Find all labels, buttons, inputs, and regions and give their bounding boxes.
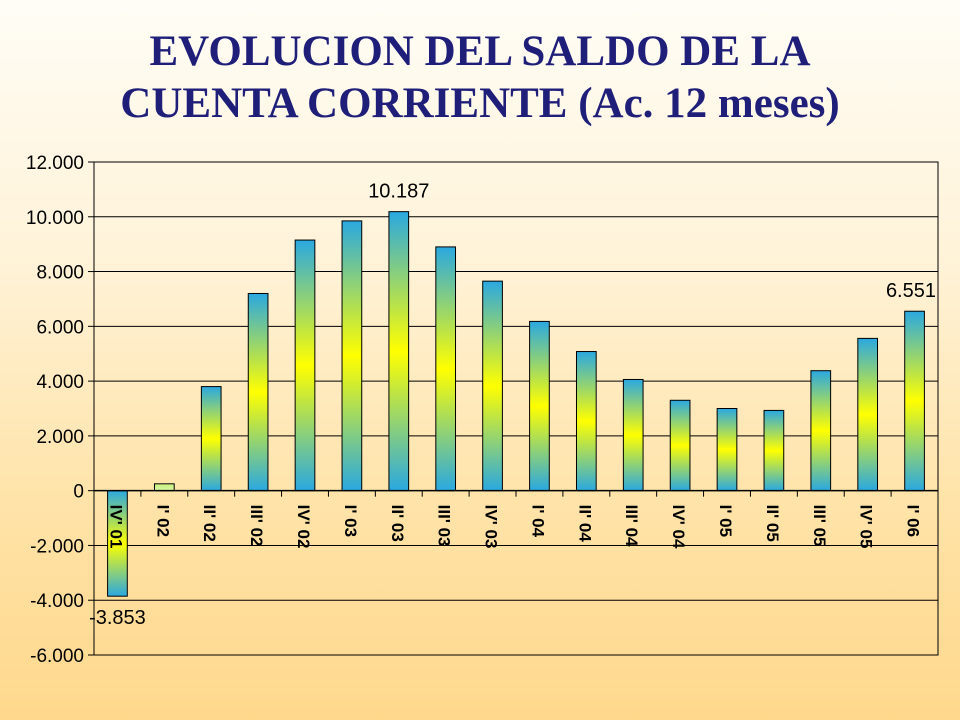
x-tick-label: II' 03 (388, 505, 407, 542)
x-tick-label: I' 02 (153, 505, 172, 537)
y-tick-label: -2.000 (30, 536, 84, 557)
bar (669, 399, 691, 492)
x-tick-label: IV' 02 (294, 505, 313, 549)
data-label: 10.187 (368, 181, 429, 203)
chart-title-line-1: EVOLUCION DEL SALDO DE LA (149, 28, 811, 75)
x-tick-label: IV' 01 (106, 505, 125, 549)
bar (294, 239, 316, 492)
y-tick-label: 8.000 (36, 263, 84, 284)
bar (857, 337, 879, 492)
x-tick-label: I' 06 (904, 505, 923, 537)
data-label: 6.551 (886, 280, 936, 302)
x-tick-label: III' 02 (247, 505, 266, 547)
bar (622, 378, 644, 492)
bar (388, 211, 410, 492)
bar (435, 246, 457, 492)
y-tick-label: -6.000 (30, 646, 84, 667)
y-tick-label: 10.000 (26, 208, 84, 229)
bar (716, 408, 738, 492)
bar (200, 386, 222, 492)
x-tick-label: III' 05 (810, 505, 829, 547)
bar (247, 292, 269, 492)
x-tick-label: I' 05 (716, 505, 735, 537)
chart-title: EVOLUCION DEL SALDO DE LA CUENTA CORRIEN… (0, 26, 960, 130)
bar (529, 320, 550, 492)
y-tick-label: 0 (73, 482, 84, 503)
bar (810, 370, 832, 492)
bar (763, 409, 785, 492)
x-tick-label: IV' 05 (857, 505, 876, 549)
x-tick-label: II' 02 (200, 505, 219, 542)
x-tick-label: IV' 03 (482, 505, 501, 549)
chart-title-line-2: CUENTA CORRIENTE (Ac. 12 meses) (120, 80, 840, 127)
y-tick-label: 2.000 (36, 427, 84, 448)
x-tick-label: II' 05 (763, 505, 782, 542)
x-tick-label: IV' 04 (669, 505, 688, 549)
y-tick-label: 12.000 (26, 153, 84, 174)
plot-frame (93, 161, 939, 656)
y-tick-label: 6.000 (36, 317, 84, 338)
y-tick-label: -4.000 (30, 591, 84, 612)
x-tick-label: I' 04 (528, 505, 547, 538)
y-tick-label: 4.000 (36, 372, 84, 393)
x-tick-label: II' 04 (575, 505, 594, 543)
data-label: -3.853 (89, 607, 146, 629)
bar (153, 483, 175, 492)
x-tick-label: III' 04 (622, 505, 641, 547)
bar (341, 220, 363, 492)
x-tick-label: I' 03 (341, 505, 360, 537)
bar (575, 351, 597, 492)
bar (482, 280, 503, 492)
x-tick-label: III' 03 (435, 505, 454, 547)
plot-area: 12.000 10.000 8.000 6.000 4.000 2.000 0 -2.000 -… (26, 153, 939, 667)
bar (904, 310, 925, 492)
